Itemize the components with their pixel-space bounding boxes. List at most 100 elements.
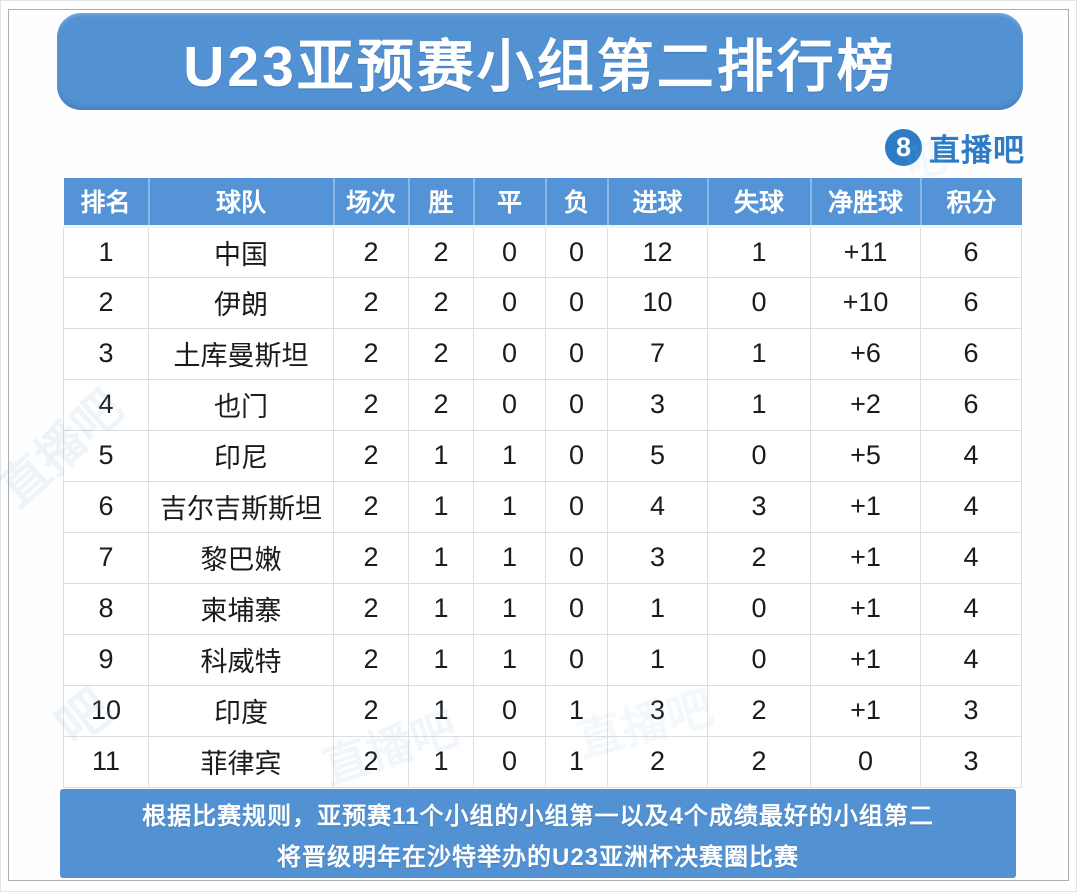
cell-pts: 6 [920, 327, 1022, 380]
cell-gd: +1 [810, 684, 921, 737]
cell-ga: 2 [707, 735, 811, 788]
cell-gd: +1 [810, 582, 921, 635]
cell-draw: 0 [473, 224, 546, 278]
cell-draw: 1 [473, 531, 546, 584]
cell-team: 黎巴嫩 [148, 531, 334, 584]
cell-gd: +2 [810, 378, 921, 431]
column-header: 失球 [706, 178, 811, 226]
cell-loss: 0 [545, 531, 608, 584]
cell-gf: 1 [607, 633, 708, 686]
cell-team: 中国 [148, 224, 334, 278]
column-header: 球队 [147, 178, 334, 226]
cell-gd: +1 [810, 480, 921, 533]
cell-played: 2 [333, 327, 409, 380]
cell-draw: 0 [473, 327, 546, 380]
table-row: 10 印度 2 1 0 1 3 2 +1 3 [63, 684, 1022, 737]
cell-pts: 6 [920, 378, 1022, 431]
table-row: 4 也门 2 2 0 0 3 1 +2 6 [63, 378, 1022, 431]
cell-gf: 2 [607, 735, 708, 788]
cell-pts: 3 [920, 684, 1022, 737]
cell-loss: 1 [545, 684, 608, 737]
cell-pts: 4 [920, 480, 1022, 533]
cell-ga: 2 [707, 531, 811, 584]
brand-logo: 8 直播吧 [885, 127, 1025, 168]
standings-table: 排名 球队 场次胜平负进球 失球 净胜球 积分 1 中国 2 2 0 0 12 1 +11 6 2 伊朗 2 2 0 0… [63, 178, 1022, 788]
table-row: 8 柬埔寨 2 1 1 0 1 0 +1 4 [63, 582, 1022, 635]
cell-loss: 0 [545, 480, 608, 533]
cell-win: 1 [408, 582, 474, 635]
cell-win: 1 [408, 429, 474, 482]
footer-line-2: 将晋级明年在沙特举办的U23亚洲杯决赛圈比赛 [276, 843, 800, 871]
cell-ga: 0 [707, 633, 811, 686]
cell-loss: 0 [545, 633, 608, 686]
cell-ga: 3 [707, 480, 811, 533]
cell-win: 1 [408, 684, 474, 737]
cell-gd: +11 [810, 224, 921, 278]
cell-played: 2 [333, 531, 409, 584]
cell-draw: 0 [473, 735, 546, 788]
cell-ga: 1 [707, 327, 811, 380]
cell-rank: 10 [63, 684, 149, 737]
cell-gf: 4 [607, 480, 708, 533]
cell-loss: 0 [545, 224, 608, 278]
cell-pts: 6 [920, 276, 1022, 329]
cell-played: 2 [333, 480, 409, 533]
cell-ga: 0 [707, 429, 811, 482]
cell-rank: 11 [63, 735, 149, 788]
cell-team: 伊朗 [148, 276, 334, 329]
cell-gd: +1 [810, 633, 921, 686]
cell-win: 1 [408, 480, 474, 533]
cell-rank: 9 [63, 633, 149, 686]
cell-rank: 3 [63, 327, 149, 380]
cell-team: 吉尔吉斯斯坦 [148, 480, 334, 533]
cell-team: 印度 [148, 684, 334, 737]
cell-played: 2 [333, 224, 409, 278]
table-row: 6 吉尔吉斯斯坦 2 1 1 0 4 3 +1 4 [63, 480, 1022, 533]
cell-rank: 7 [63, 531, 149, 584]
cell-rank: 6 [63, 480, 149, 533]
cell-gf: 10 [607, 276, 708, 329]
cell-ga: 1 [707, 224, 811, 278]
cell-loss: 1 [545, 735, 608, 788]
cell-gf: 3 [607, 531, 708, 584]
cell-gf: 5 [607, 429, 708, 482]
cell-team: 印尼 [148, 429, 334, 482]
cell-gd: +5 [810, 429, 921, 482]
cell-win: 2 [408, 327, 474, 380]
cell-team: 科威特 [148, 633, 334, 686]
cell-draw: 0 [473, 684, 546, 737]
cell-team: 柬埔寨 [148, 582, 334, 635]
cell-ga: 0 [707, 276, 811, 329]
table-row: 9 科威特 2 1 1 0 1 0 +1 4 [63, 633, 1022, 686]
cell-gd: +6 [810, 327, 921, 380]
column-header: 胜 [407, 178, 474, 226]
cell-loss: 0 [545, 429, 608, 482]
cell-team: 也门 [148, 378, 334, 431]
cell-gd: +1 [810, 531, 921, 584]
column-header: 净胜球 [809, 178, 921, 226]
zhibo8-badge-icon: 8 [885, 128, 922, 166]
cell-win: 1 [408, 735, 474, 788]
cell-draw: 1 [473, 429, 546, 482]
cell-draw: 1 [473, 582, 546, 635]
cell-rank: 5 [63, 429, 149, 482]
cell-rank: 4 [63, 378, 149, 431]
cell-gf: 7 [607, 327, 708, 380]
cell-win: 2 [408, 378, 474, 431]
table-row: 11 菲律宾 2 1 0 1 2 2 0 3 [63, 735, 1022, 788]
column-header: 进球 [606, 178, 708, 226]
cell-win: 2 [408, 224, 474, 278]
cell-rank: 1 [63, 224, 149, 278]
cell-draw: 1 [473, 480, 546, 533]
cell-played: 2 [333, 735, 409, 788]
cell-ga: 2 [707, 684, 811, 737]
cell-rank: 8 [63, 582, 149, 635]
footer-note: 根据比赛规则，亚预赛11个小组的小组第一以及4个成绩最好的小组第二 将晋级明年在… [60, 789, 1016, 878]
cell-played: 2 [333, 684, 409, 737]
cell-played: 2 [333, 582, 409, 635]
column-header: 排名 [63, 178, 149, 226]
cell-win: 1 [408, 531, 474, 584]
cell-pts: 6 [920, 224, 1022, 278]
table-row: 5 印尼 2 1 1 0 5 0 +5 4 [63, 429, 1022, 482]
brand-name: 直播吧 [929, 132, 1025, 168]
